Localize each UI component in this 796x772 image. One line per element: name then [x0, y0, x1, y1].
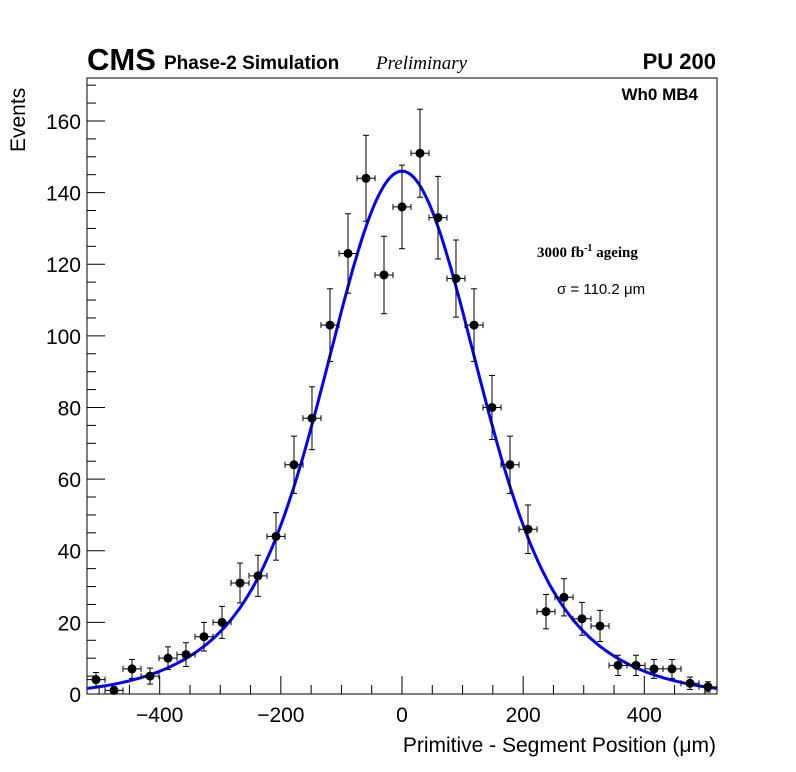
data-point [86, 672, 106, 688]
cms-label: CMS [87, 42, 156, 77]
data-marker [145, 671, 155, 681]
data-point [284, 435, 304, 494]
data-marker [667, 664, 677, 674]
data-point [122, 658, 142, 679]
y-axis-label: Events [7, 88, 30, 152]
data-point [536, 593, 556, 630]
x-tick-label: −200 [257, 704, 304, 727]
data-marker [361, 173, 371, 183]
data-marker [451, 274, 461, 284]
data-marker [379, 270, 389, 280]
x-tick-label: 0 [396, 704, 408, 727]
data-marker [307, 413, 317, 423]
data-point [680, 676, 700, 690]
data-point [626, 654, 646, 676]
x-axis-label: Primitive - Segment Position (μm) [403, 734, 716, 757]
data-point [446, 239, 466, 318]
data-marker [271, 531, 281, 541]
data-point [194, 621, 214, 652]
data-point [554, 578, 574, 617]
data-marker [91, 675, 101, 685]
subtitle-label: Phase-2 Simulation [164, 53, 339, 74]
data-point [302, 386, 322, 451]
data-point [230, 562, 250, 604]
data-marker [253, 571, 263, 581]
y-tick-label: 20 [58, 612, 81, 635]
data-marker [163, 653, 173, 663]
data-marker [397, 202, 407, 212]
data-point [338, 213, 358, 294]
data-marker [649, 664, 659, 674]
data-point [572, 601, 592, 636]
preliminary-label: Preliminary [375, 53, 468, 74]
sigma-label: σ = 110.2 μm [557, 281, 645, 298]
data-point [518, 504, 538, 555]
y-tick-label: 160 [46, 111, 81, 134]
y-tick-label: 40 [58, 541, 81, 564]
data-marker [487, 402, 497, 412]
data-marker [469, 320, 479, 330]
data-point [410, 108, 430, 198]
data-point [428, 175, 448, 260]
data-marker [127, 664, 137, 674]
data-marker [595, 621, 605, 631]
data-marker [703, 682, 713, 692]
data-point [356, 134, 376, 222]
data-marker [235, 578, 245, 588]
x-tick-label: 200 [506, 704, 541, 727]
data-marker [199, 632, 209, 642]
y-tick-label: 140 [46, 183, 81, 206]
y-tick-label: 0 [69, 684, 81, 707]
data-marker [325, 320, 335, 330]
pileup-label: PU 200 [643, 49, 716, 74]
ageing-main: 3000 fb [537, 245, 584, 261]
data-point [662, 658, 682, 679]
data-marker [523, 524, 533, 534]
data-point [590, 609, 610, 643]
data-point [176, 642, 196, 667]
data-point [104, 685, 124, 695]
ageing-label: 3000 fb-1 ageing [537, 243, 638, 261]
data-point [320, 288, 340, 362]
data-point [266, 512, 286, 561]
y-tick-label: 80 [58, 397, 81, 420]
data-marker [505, 460, 515, 470]
data-marker [577, 614, 587, 624]
ageing-sup: -1 [584, 243, 592, 254]
data-marker [613, 660, 623, 670]
x-tick-label: −400 [136, 704, 183, 727]
data-marker [181, 650, 191, 660]
data-point [464, 288, 484, 362]
data-marker [217, 617, 227, 627]
data-marker [559, 592, 569, 602]
data-marker [109, 685, 119, 695]
data-point [392, 164, 412, 250]
data-marker [631, 660, 641, 670]
data-point [500, 435, 520, 494]
data-point [608, 654, 628, 676]
data-point [140, 667, 160, 685]
data-point [212, 605, 232, 639]
data-marker [685, 678, 695, 688]
data-point [248, 554, 268, 597]
x-tick-label: 400 [627, 704, 662, 727]
data-point [374, 235, 394, 315]
y-tick-label: 100 [46, 326, 81, 349]
data-marker [343, 248, 353, 258]
data-marker [541, 607, 551, 617]
data-marker [433, 213, 443, 223]
data-marker [415, 148, 425, 158]
region-label: Wh0 MB4 [622, 85, 699, 104]
data-point [482, 374, 502, 441]
data-point [698, 681, 718, 693]
data-point [158, 646, 178, 671]
data-marker [289, 460, 299, 470]
ageing-tail: ageing [592, 245, 638, 261]
y-tick-label: 120 [46, 254, 81, 277]
y-tick-label: 60 [58, 469, 81, 492]
